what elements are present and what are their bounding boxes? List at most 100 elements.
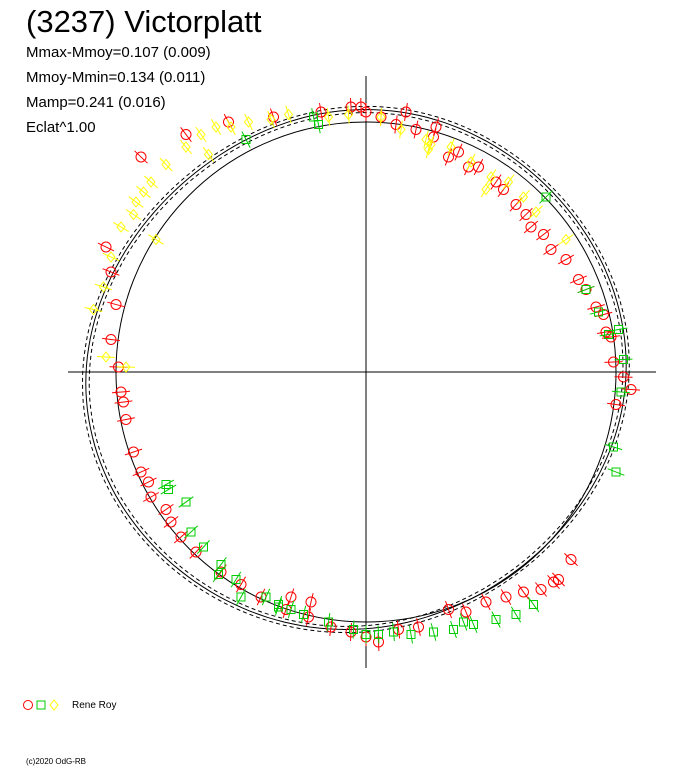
stat-eclat: Eclat^1.00 [26,119,96,136]
data-point-diamond [243,116,254,128]
data-point-square [581,285,591,294]
error-bar [445,600,452,619]
error-bar [450,620,457,639]
data-point-circle [605,331,617,343]
data-point-circle [598,309,609,320]
stat-mamp: Mamp=0.241 (0.016) [26,94,166,111]
data-point-square [214,570,223,579]
legend-circle-marker [23,700,33,710]
data-point-circle [413,621,424,633]
error-bar [226,118,236,136]
error-bar [485,169,497,185]
data-point-circle [580,284,592,295]
error-bar [235,576,247,593]
data-point-circle [100,241,112,253]
error-bar [102,268,120,276]
data-point-square [389,627,398,637]
data-point-square [594,307,603,317]
data-point-circle [325,621,337,633]
error-bar [543,244,559,255]
data-point-diamond [226,121,236,133]
error-bar [607,402,625,407]
copyright-credit: (c)2020 OdG-RB [26,757,87,766]
data-point-circle [160,504,172,515]
legend-observer-name: Rene Roy [72,699,117,711]
data-point-circle [548,576,559,588]
data-point-diamond [106,251,116,263]
data-point-square [449,625,458,634]
data-point-circle [553,574,564,585]
data-point-diamond [518,191,529,203]
data-point-diamond [283,108,294,121]
data-point-diamond [396,123,406,136]
error-bar [96,356,116,358]
data-point-diamond [196,128,206,141]
error-bar [404,103,408,121]
data-point-circle [105,266,117,278]
data-point-square [199,542,208,552]
error-bar [604,443,623,451]
error-bar [215,556,227,573]
data-point-circle [473,161,484,173]
data-point-circle [120,414,132,425]
data-point-circle [360,106,372,118]
model-curve-upper [81,105,630,634]
error-bar [113,221,129,233]
data-point-square [231,575,241,584]
data-point-circle [128,446,139,458]
error-bar [352,620,355,639]
error-bar [558,234,574,245]
error-bar [173,530,189,544]
error-bar [128,196,144,208]
data-point-square [491,615,501,624]
data-point-square [324,617,333,627]
data-point-square [459,617,468,627]
error-bar [241,131,251,148]
error-bar [178,496,194,508]
error-bar [469,616,478,633]
data-point-circle [480,596,492,608]
error-bar [529,205,543,219]
error-bar [102,337,120,342]
error-bar [347,105,350,124]
data-point-square [361,630,371,639]
data-point-circle [190,546,202,558]
error-bar [425,140,432,159]
data-point-circle [518,586,529,598]
data-point-diamond [446,141,456,153]
error-bar [392,622,395,642]
legend-markers [23,699,59,711]
data-point-circle [180,129,192,140]
error-bar [602,335,620,339]
data-point-square [541,192,551,202]
error-bar [454,143,463,161]
stat-mmoy-mmin: Mmoy-Mmin=0.134 (0.011) [26,69,206,86]
data-point-circle [608,356,619,368]
data-point-circle [105,334,117,345]
data-point-diamond [88,303,99,316]
error-bar [158,503,174,516]
data-point-circle [573,274,584,285]
data-point-circle [590,301,602,313]
data-point-square [274,600,283,609]
error-bar [447,138,455,156]
data-point-diamond [426,138,436,151]
data-point-circle [443,604,454,615]
error-bar [409,625,413,644]
data-point-circle [500,591,512,603]
error-bar [433,118,439,136]
error-bar [557,254,575,265]
data-point-square [349,625,358,634]
error-bar [160,484,177,495]
data-point-square [529,600,538,609]
error-bar [552,572,565,587]
data-point-circle [443,151,454,163]
data-point-circle [460,606,472,618]
data-point-diamond [211,121,221,133]
error-bar [589,309,608,315]
error-bar [319,103,323,121]
error-bar [609,327,628,332]
error-bar [519,207,533,222]
data-point-circle [315,106,327,118]
data-point-diamond [466,156,476,168]
